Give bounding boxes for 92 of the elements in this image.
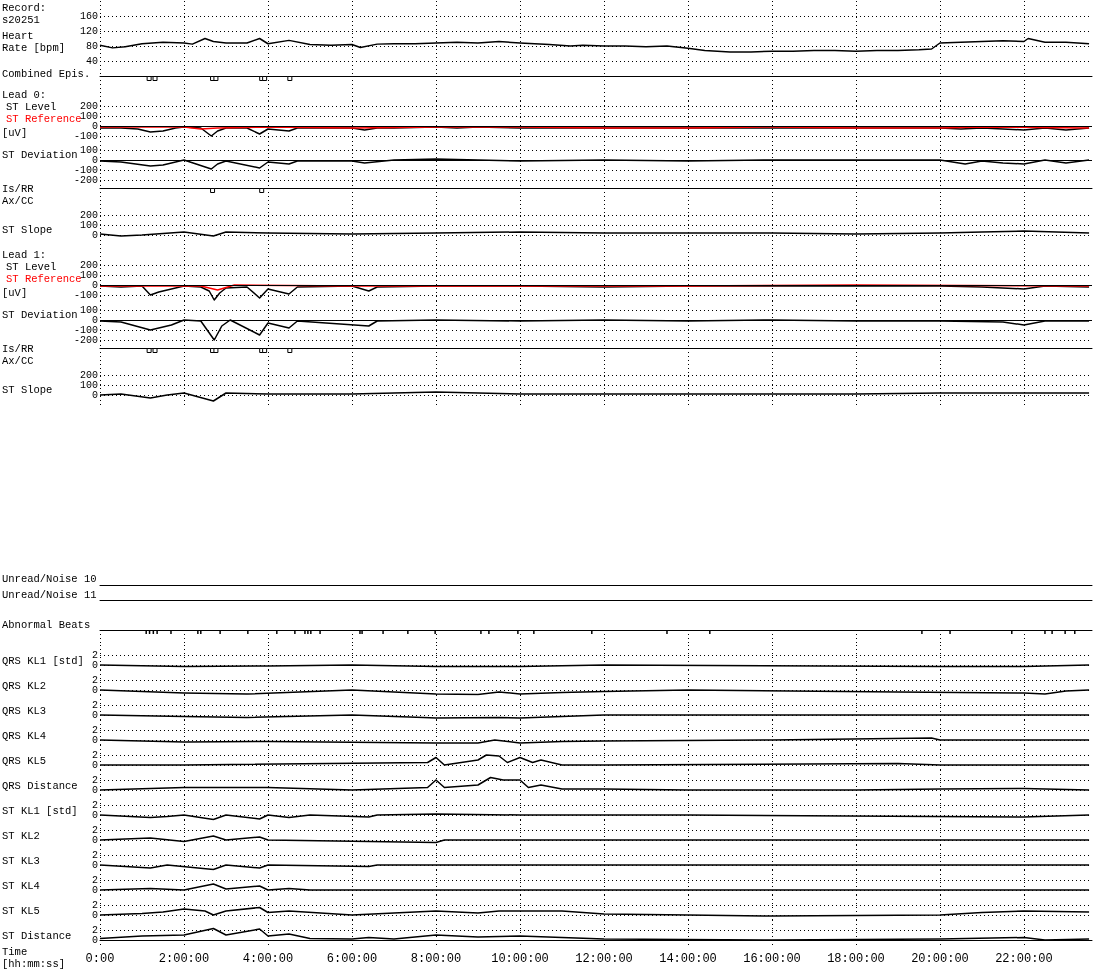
y-tick-label: 0 (91, 909, 98, 921)
x-tick-label: 0:00 (85, 952, 115, 966)
y-tick-label: 2 (91, 649, 98, 661)
y-tick-label: 120 (79, 25, 98, 37)
y-tick-label: 0 (91, 934, 98, 946)
text: Record: s20251 (2, 2, 47, 26)
y-axis-title: [uV] (2, 127, 28, 139)
x-tick-label: 4:00:00 (242, 952, 294, 966)
y-tick-label: 2 (91, 674, 98, 686)
y-axis-title: ST KL3 (2, 855, 40, 867)
text: Unread/Noise 10 (2, 573, 97, 585)
y-tick-label: -100 (73, 164, 98, 176)
y-axis-title: Abnormal Beats (2, 619, 91, 631)
y-tick-label: 100 (79, 379, 98, 391)
y-axis-title: QRS KL5 (2, 755, 47, 767)
y-tick-label: 0 (91, 734, 98, 746)
x-tick-label: 22:00:00 (995, 952, 1053, 966)
y-axis-title: ST Distance (2, 930, 72, 942)
y-tick-label: 0 (91, 154, 98, 166)
y-tick-label: 200 (79, 100, 98, 112)
y-axis-title: QRS KL2 (2, 680, 47, 692)
y-tick-label: 0 (91, 834, 98, 846)
y-tick-label: 0 (91, 120, 98, 132)
y-axis-title: Is/RR Ax/CC (2, 183, 34, 207)
y-tick-label: -200 (73, 334, 98, 346)
series-label: ST Reference (6, 273, 82, 285)
y-tick-label: 200 (79, 209, 98, 221)
y-tick-label: 2 (91, 874, 98, 886)
y-tick-label: 0 (91, 809, 98, 821)
y-axis-title: Is/RR Ax/CC (2, 343, 34, 367)
y-axis-title: ST KL4 (2, 880, 40, 892)
y-axis-title: ST Deviation (2, 149, 78, 161)
y-axis-title: ST KL1 [std] (2, 805, 78, 817)
y-axis-title: QRS KL1 [std] (2, 655, 84, 667)
y-tick-label: 100 (79, 219, 98, 231)
x-tick-label: 14:00:00 (659, 952, 717, 966)
y-axis-title: Heart Rate [bpm] (2, 30, 66, 54)
text: ST Level (6, 261, 57, 273)
x-tick-label: 18:00:00 (827, 952, 885, 966)
y-axis-title: [uV] (2, 287, 28, 299)
y-axis-title: QRS Distance (2, 780, 78, 792)
y-tick-label: 200 (79, 259, 98, 271)
y-tick-label: 2 (91, 824, 98, 836)
y-tick-label: -100 (73, 324, 98, 336)
y-tick-label: 0 (91, 784, 98, 796)
x-tick-label: 20:00:00 (911, 952, 969, 966)
y-tick-label: 0 (91, 859, 98, 871)
y-tick-label: 0 (91, 684, 98, 696)
y-axis-title: ST Slope (2, 384, 53, 396)
y-tick-label: 2 (91, 774, 98, 786)
y-tick-label: 0 (91, 759, 98, 771)
y-tick-label: 2 (91, 849, 98, 861)
y-tick-label: 0 (91, 279, 98, 291)
y-tick-label: 80 (85, 40, 98, 52)
x-tick-label: 16:00:00 (743, 952, 801, 966)
y-axis-title: QRS KL4 (2, 730, 47, 742)
y-tick-label: 100 (79, 144, 98, 156)
y-axis-title: ST Deviation (2, 309, 78, 321)
y-tick-label: 2 (91, 699, 98, 711)
y-tick-label: 0 (91, 884, 98, 896)
x-tick-label: 6:00:00 (326, 952, 378, 966)
y-axis-title: Combined Epis. (2, 68, 91, 80)
y-tick-label: 0 (91, 314, 98, 326)
text: Unread/Noise 11 (2, 589, 97, 601)
y-tick-label: 2 (91, 749, 98, 761)
y-axis-title: QRS KL3 (2, 705, 47, 717)
y-tick-label: 0 (91, 389, 98, 401)
text: ST Level (6, 101, 57, 113)
y-tick-label: 2 (91, 924, 98, 936)
y-tick-label: 200 (79, 369, 98, 381)
y-tick-label: 0 (91, 709, 98, 721)
y-tick-label: 160 (79, 10, 98, 22)
y-tick-label: 2 (91, 799, 98, 811)
x-tick-label: 8:00:00 (410, 952, 462, 966)
y-tick-label: 0 (91, 659, 98, 671)
y-tick-label: -100 (73, 289, 98, 301)
y-tick-label: -100 (73, 130, 98, 142)
y-axis-title: ST Slope (2, 224, 53, 236)
chart-title: Lead 1: (2, 249, 47, 261)
chart-title: Lead 0: (2, 89, 47, 101)
y-tick-label: 0 (91, 229, 98, 241)
y-axis-title: ST KL2 (2, 830, 40, 842)
y-tick-label: 100 (79, 304, 98, 316)
y-axis-title: ST KL5 (2, 905, 40, 917)
y-tick-label: 40 (85, 55, 98, 67)
y-tick-label: 2 (91, 899, 98, 911)
x-axis-title: Time [hh:mm:ss] (2, 946, 66, 970)
x-tick-label: 2:00:00 (158, 952, 210, 966)
y-tick-label: -200 (73, 174, 98, 186)
x-tick-label: 10:00:00 (491, 952, 549, 966)
x-tick-label: 12:00:00 (575, 952, 633, 966)
y-tick-label: 2 (91, 724, 98, 736)
